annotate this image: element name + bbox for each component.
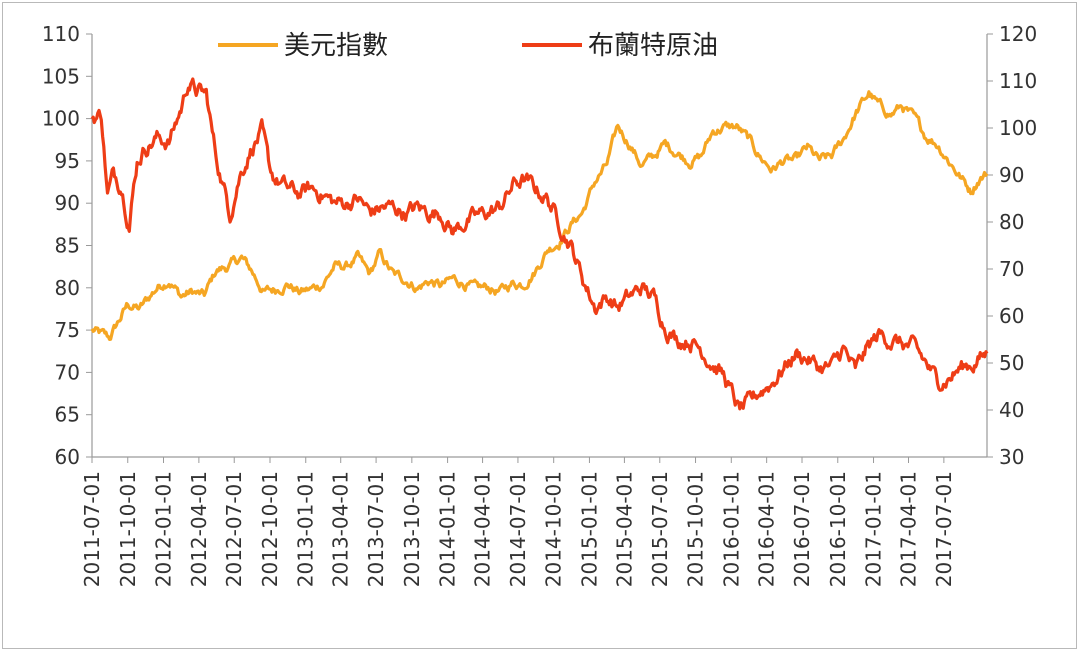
right-y-tick-label: 90 (999, 163, 1024, 187)
right-y-tick-label: 100 (999, 116, 1037, 140)
right-y-tick-label: 60 (999, 304, 1024, 328)
right-y-tick-label: 30 (999, 445, 1024, 469)
x-tick-label: 2015-04-01 (612, 471, 636, 587)
left-y-tick-label: 110 (42, 22, 80, 46)
left-y-tick-label: 90 (55, 191, 80, 215)
x-tick-label: 2017-04-01 (896, 471, 920, 587)
series-line-dxy (90, 90, 989, 341)
left-y-tick-label: 65 (55, 403, 80, 427)
left-y-tick-label: 105 (42, 64, 80, 88)
x-tick-label: 2011-07-01 (80, 471, 104, 587)
x-tick-label: 2013-04-01 (329, 471, 353, 587)
right-y-tick-label: 50 (999, 351, 1024, 375)
left-y-tick-label: 80 (55, 276, 80, 300)
left-y-tick-label: 95 (55, 149, 80, 173)
legend-label-dxy: 美元指數 (284, 31, 388, 61)
x-tick-label: 2012-04-01 (187, 471, 211, 587)
x-tick-label: 2011-10-01 (116, 471, 140, 587)
x-tick-label: 2016-10-01 (826, 471, 850, 587)
x-tick-label: 2013-07-01 (364, 471, 388, 587)
right-y-tick-label: 70 (999, 257, 1024, 281)
x-tick-label: 2013-01-01 (294, 471, 318, 587)
x-tick-label: 2017-01-01 (862, 471, 886, 587)
x-tick-label: 2015-10-01 (684, 471, 708, 587)
x-tick-label: 2014-01-01 (436, 471, 460, 587)
legend-item-dxy: 美元指數 (218, 31, 388, 61)
right-y-tick-label: 110 (999, 69, 1037, 93)
series-line-brent (90, 77, 989, 411)
left-y-tick-label: 100 (42, 107, 80, 131)
x-tick-label: 2014-04-01 (471, 471, 495, 587)
x-tick-label: 2015-07-01 (648, 471, 672, 587)
x-tick-label: 2015-01-01 (577, 471, 601, 587)
x-tick-label: 2014-07-01 (506, 471, 530, 587)
right-y-tick-label: 40 (999, 398, 1024, 422)
left-y-tick-label: 60 (55, 445, 80, 469)
x-tick-label: 2016-07-01 (790, 471, 814, 587)
series-layer (90, 77, 989, 411)
x-tick-label: 2012-07-01 (222, 471, 246, 587)
x-tick-label: 2016-01-01 (719, 471, 743, 587)
x-tick-label: 2016-04-01 (755, 471, 779, 587)
legend: 美元指數 布蘭特原油 (218, 31, 718, 61)
right-y-tick-label: 80 (999, 210, 1024, 234)
x-tick-label: 2017-07-01 (932, 471, 956, 587)
left-y-tick-label: 70 (55, 360, 80, 384)
x-tick-label: 2012-10-01 (258, 471, 282, 587)
right-y-tick-label: 120 (999, 22, 1037, 46)
axes: 60 65 70 75 80 85 90 95 100 105 110 30 40 50 60 70 80 90 1… (42, 22, 1037, 587)
legend-item-brent: 布蘭特原油 (522, 31, 718, 61)
x-tick-label: 2014-10-01 (542, 471, 566, 587)
left-y-tick-label: 85 (55, 234, 80, 258)
left-y-tick-label: 75 (55, 318, 80, 342)
x-tick-label: 2013-10-01 (400, 471, 424, 587)
x-tick-label: 2012-01-01 (152, 471, 176, 587)
legend-label-brent: 布蘭特原油 (588, 31, 718, 61)
